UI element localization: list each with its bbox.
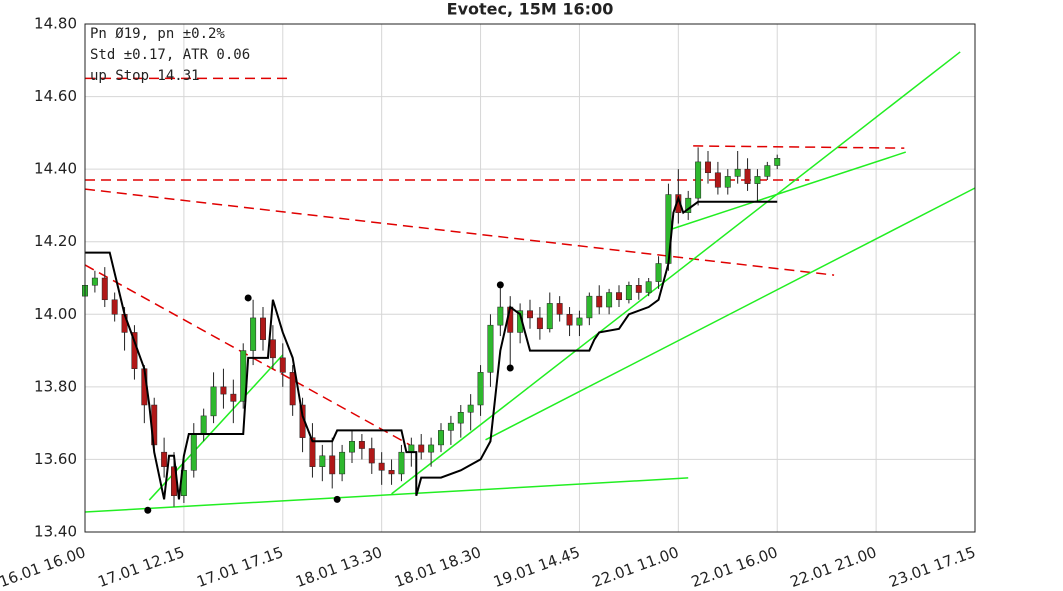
candle-body bbox=[695, 161, 702, 199]
y-tick-label: 13.80 bbox=[34, 377, 77, 395]
resistance-line bbox=[84, 188, 835, 276]
resistance-line bbox=[693, 145, 905, 149]
annotation: Std ±0.17, ATR 0.06 bbox=[90, 47, 250, 63]
candle-body bbox=[477, 372, 484, 406]
annotation: Pn Ø19, pn ±0.2% bbox=[90, 26, 225, 42]
y-tick-label: 13.40 bbox=[34, 523, 77, 541]
y-tick-label: 14.40 bbox=[34, 160, 77, 178]
candle-body bbox=[378, 462, 385, 471]
candle-body bbox=[210, 386, 217, 417]
candle-body bbox=[616, 292, 622, 301]
candle-body bbox=[487, 324, 494, 373]
candle-body bbox=[190, 433, 197, 471]
pivot-point bbox=[144, 506, 152, 514]
candle-body bbox=[220, 386, 227, 395]
candle-body bbox=[764, 165, 771, 177]
candle-body bbox=[438, 430, 444, 446]
stop-line bbox=[85, 195, 778, 500]
y-tick-label: 14.80 bbox=[34, 15, 77, 33]
candle-body bbox=[388, 470, 395, 475]
candle-body bbox=[161, 451, 168, 467]
candle-body bbox=[319, 455, 326, 467]
candle-body bbox=[744, 168, 751, 184]
candle-body bbox=[734, 168, 741, 177]
candle-body bbox=[398, 451, 405, 475]
candle-body bbox=[685, 197, 692, 213]
x-tick-label: 22.01 16.00 bbox=[689, 543, 780, 591]
candle-body bbox=[497, 306, 504, 326]
candle-body bbox=[230, 393, 237, 402]
candle-body bbox=[447, 422, 454, 431]
y-tick-label: 14.00 bbox=[34, 305, 77, 323]
pivot-point bbox=[244, 294, 252, 302]
candle-body bbox=[724, 176, 731, 188]
candle-body bbox=[655, 263, 662, 282]
candle-body bbox=[536, 317, 543, 330]
candle-body bbox=[774, 158, 781, 166]
x-tick-label: 22.01 11.00 bbox=[590, 543, 681, 591]
candle-body bbox=[339, 451, 346, 475]
candle-body bbox=[714, 172, 721, 188]
y-tick-label: 14.60 bbox=[34, 87, 77, 105]
candle-body bbox=[250, 317, 257, 351]
trend-line bbox=[485, 187, 976, 441]
trend-line bbox=[148, 354, 284, 501]
pivot-point bbox=[496, 281, 504, 289]
plot-frame bbox=[84, 23, 976, 533]
candle-body bbox=[566, 314, 573, 326]
candle-body bbox=[606, 292, 613, 308]
candle-body bbox=[260, 317, 266, 340]
trend-line bbox=[84, 477, 689, 513]
trend-line bbox=[668, 151, 907, 231]
candle-body bbox=[596, 295, 603, 308]
candle-body bbox=[457, 412, 464, 424]
candle-body bbox=[418, 444, 425, 453]
candle-body bbox=[111, 299, 118, 315]
candle-body bbox=[556, 303, 563, 315]
candle-body bbox=[240, 350, 247, 402]
candle-body bbox=[428, 444, 435, 453]
annotation: up Stop 14.31 bbox=[90, 68, 200, 84]
candle-body bbox=[635, 285, 642, 293]
candle-body bbox=[368, 448, 375, 464]
y-tick-label: 14.20 bbox=[34, 232, 77, 250]
candle-body bbox=[269, 339, 276, 359]
candle-body bbox=[408, 444, 415, 453]
x-tick-label: 18.01 18.30 bbox=[392, 543, 483, 591]
candle-body bbox=[586, 295, 593, 319]
candle-body bbox=[467, 404, 474, 413]
candle-body bbox=[546, 303, 553, 330]
candle-body bbox=[645, 281, 652, 293]
y-tick-label: 13.60 bbox=[34, 450, 77, 468]
pivot-point bbox=[333, 495, 341, 503]
candle-body bbox=[349, 441, 355, 453]
x-tick-label: 17.01 12.15 bbox=[95, 543, 186, 591]
candle-body bbox=[200, 415, 207, 435]
candle-body bbox=[101, 277, 108, 301]
x-tick-label: 17.01 17.15 bbox=[194, 543, 285, 591]
x-tick-label: 19.01 14.45 bbox=[491, 543, 582, 591]
candle-body bbox=[754, 176, 761, 184]
x-tick-label: 18.01 13.30 bbox=[293, 543, 384, 591]
candle-body bbox=[91, 277, 98, 286]
candle-body bbox=[309, 437, 316, 467]
trend-line bbox=[391, 51, 961, 495]
x-tick-label: 16.01 16.00 bbox=[0, 543, 88, 591]
x-tick-label: 23.01 17.15 bbox=[887, 543, 978, 591]
candle-body bbox=[329, 455, 336, 475]
x-tick-label: 22.01 21.00 bbox=[788, 543, 879, 591]
chart-title: Evotec, 15M 16:00 bbox=[447, 0, 614, 19]
candle-body bbox=[705, 161, 711, 174]
candle-body bbox=[527, 310, 533, 319]
resistance-line bbox=[84, 264, 411, 446]
candle-body bbox=[279, 357, 286, 373]
candle-body bbox=[576, 317, 583, 326]
candle-body bbox=[358, 441, 365, 449]
candle-body bbox=[625, 285, 632, 301]
pivot-point bbox=[506, 364, 514, 372]
candle-body bbox=[289, 372, 296, 406]
